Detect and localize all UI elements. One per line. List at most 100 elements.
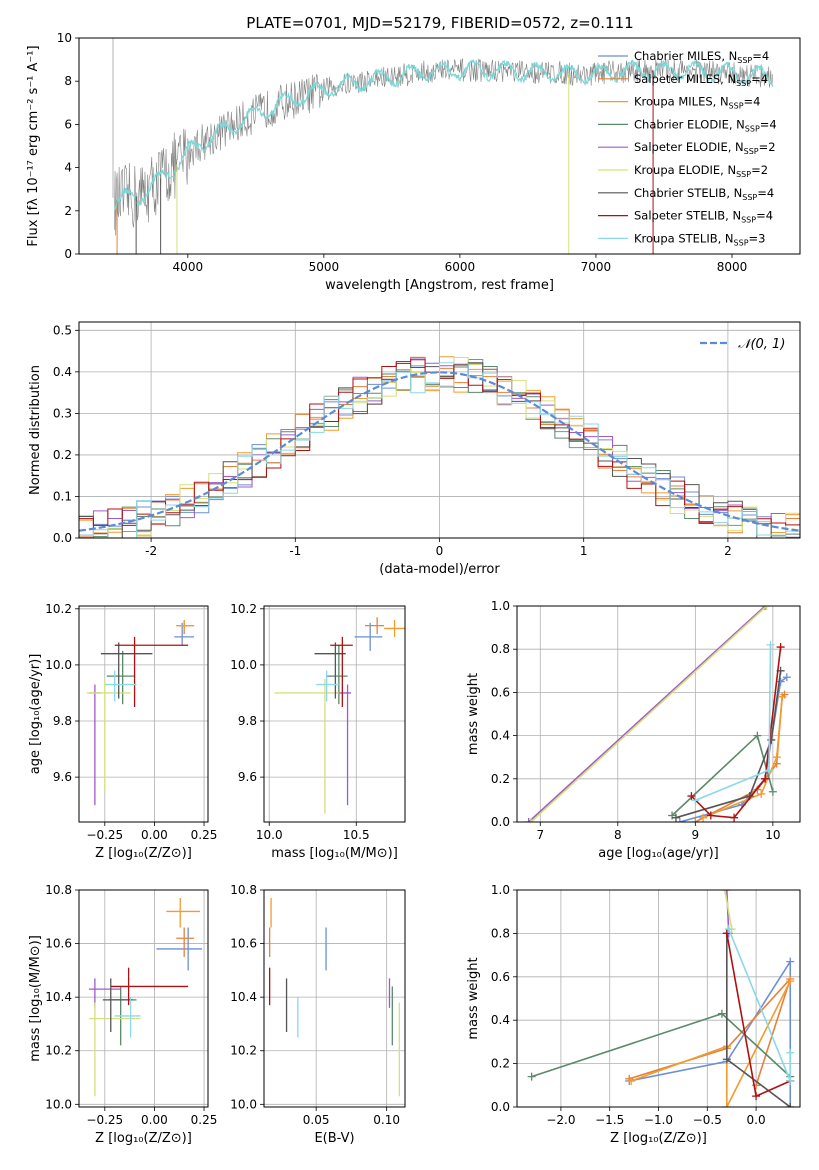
axes-frame xyxy=(78,889,209,1108)
legend-count: =2 xyxy=(759,140,776,154)
y-tick-label: 0.0 xyxy=(491,1100,510,1114)
x-tick-label: 8 xyxy=(614,828,622,842)
y-axis-label: mass [log₁₀(M/M⊙)] xyxy=(28,935,43,1062)
y-axis-label: mass weight xyxy=(466,957,481,1039)
axes-frame xyxy=(263,889,406,1108)
weight-marker xyxy=(782,673,791,682)
gaussian-curve xyxy=(79,371,800,532)
y-tick-label: 10.2 xyxy=(45,1044,72,1058)
weight-line xyxy=(630,980,791,1107)
x-tick-label: 10.5 xyxy=(343,828,370,842)
legend-count: =2 xyxy=(751,163,768,177)
x-tick-label: −0.25 xyxy=(86,1113,123,1127)
y-tick-label: 0.0 xyxy=(53,531,72,545)
y-tick-label: 0.2 xyxy=(491,772,510,786)
weight-marker xyxy=(753,731,762,740)
legend-count: =4 xyxy=(752,49,769,63)
weight-marker xyxy=(757,789,766,798)
x-axis-label: Z [log₁₀(Z/Z⊙)] xyxy=(610,1131,707,1146)
legend-label: Kroupa ELODIE, NSSP=2 xyxy=(634,163,768,179)
y-tick-label: 0.6 xyxy=(491,685,510,699)
y-tick-label: 10 xyxy=(57,31,72,45)
legend-label: Kroupa MILES, NSSP=4 xyxy=(634,95,760,111)
x-tick-label: −2.0 xyxy=(546,1113,575,1127)
figure-title: PLATE=0701, MJD=52179, FIBERID=0572, z=0… xyxy=(246,14,633,32)
weight-marker xyxy=(786,957,795,966)
weight-marker xyxy=(786,1103,795,1107)
y-tick-label: 0.2 xyxy=(491,1057,510,1071)
x-tick-label: 0.25 xyxy=(191,1113,218,1127)
y-tick-label: 0.3 xyxy=(53,406,72,420)
weight-marker xyxy=(722,929,731,938)
x-tick-label: 7 xyxy=(536,828,544,842)
x-axis-label: Z [log₁₀(Z/Z⊙)] xyxy=(95,846,192,861)
x-tick-label: 4000 xyxy=(173,260,204,274)
plot-area xyxy=(79,356,800,538)
x-tick-label: 0 xyxy=(436,544,444,558)
weight-marker xyxy=(627,1076,636,1085)
weight-line xyxy=(629,958,792,1107)
x-tick-label: −0.5 xyxy=(693,1113,722,1127)
y-tick-label: 4 xyxy=(64,161,72,175)
weight-marker xyxy=(786,1076,795,1085)
y-tick-label: 0 xyxy=(64,247,72,261)
weight-marker xyxy=(722,890,731,894)
x-tick-label: 2 xyxy=(724,544,732,558)
y-axis-label: age [log₁₀(age/yr)] xyxy=(28,654,43,775)
legend-label: Salpeter STELIB, NSSP=4 xyxy=(634,209,773,225)
x-tick-label: 0.0 xyxy=(747,1113,766,1127)
x-tick-label: 8000 xyxy=(717,260,748,274)
chart-residuals: -2 -1 0 1 2 0.0 0.1 0.2 0.3 0.4 0.5 (data-model)/er… xyxy=(28,321,801,577)
weight-marker xyxy=(767,735,776,744)
y-tick-label: 0.8 xyxy=(491,926,510,940)
weight-marker xyxy=(526,818,535,822)
y-tick-label: 0.4 xyxy=(491,729,510,743)
y-tick-label: 9.6 xyxy=(53,770,72,784)
weight-marker xyxy=(764,766,773,775)
x-tick-label: 0.00 xyxy=(141,828,168,842)
axes-frame xyxy=(78,37,801,255)
weight-marker xyxy=(752,1092,761,1101)
x-tick-label: 5000 xyxy=(309,260,340,274)
x-axis-label: (data-model)/error xyxy=(379,562,500,577)
legend-subscript: SSP xyxy=(729,102,744,111)
weight-marker xyxy=(691,818,700,822)
y-tick-label: 10.4 xyxy=(230,990,257,1004)
y-tick-label: 10.4 xyxy=(45,990,72,1004)
legend-label: Kroupa STELIB, NSSP=3 xyxy=(634,231,765,247)
y-tick-label: 10.8 xyxy=(45,883,72,897)
weight-marker xyxy=(687,792,696,801)
x-tick-label: 9 xyxy=(692,828,700,842)
legend-subscript: SSP xyxy=(745,124,760,133)
y-axis-label: Normed distribution xyxy=(28,365,43,495)
x-tick-label: 0.05 xyxy=(303,1113,330,1127)
weight-line xyxy=(728,928,792,1082)
x-axis-label: mass [log₁₀(M/M⊙)] xyxy=(271,846,398,861)
plot-area xyxy=(86,620,195,806)
y-tick-label: 8 xyxy=(64,74,72,88)
x-tick-label: 0.25 xyxy=(191,828,218,842)
axes-frame xyxy=(516,605,801,823)
plot-area xyxy=(268,898,401,1097)
y-tick-label: 1.0 xyxy=(491,883,510,897)
weight-line xyxy=(695,644,772,802)
y-axis-label: Flux [fλ 10⁻¹⁷ erg cm⁻² s⁻¹ A⁻¹] xyxy=(26,45,41,246)
weight-marker xyxy=(786,1048,795,1057)
legend-subscript: SSP xyxy=(744,147,759,156)
y-tick-label: 0.6 xyxy=(491,970,510,984)
weight-marker xyxy=(786,977,795,986)
weight-line xyxy=(528,606,766,822)
x-tick-label: -1 xyxy=(289,544,301,558)
y-tick-label: 10.6 xyxy=(45,937,72,951)
y-tick-label: 0.1 xyxy=(53,489,72,503)
y-tick-label: 0.4 xyxy=(53,365,72,379)
weight-marker xyxy=(772,753,781,762)
weight-marker xyxy=(762,606,771,610)
y-tick-label: 10.2 xyxy=(45,602,72,616)
weight-marker xyxy=(706,811,715,820)
weight-marker xyxy=(776,643,785,652)
chart-age-vs-Z: −0.25 0.00 0.25 9.6 9.8 10.0 10.2 Z [log₁₀(Z/Z⊙… xyxy=(28,602,217,861)
chart-mass-vs-ebv: 0.05 0.10 10.0 10.2 10.4 10.6 10.8 E(B-V) xyxy=(230,883,406,1146)
legend-label: Chabrier STELIB, NSSP=4 xyxy=(634,186,774,202)
